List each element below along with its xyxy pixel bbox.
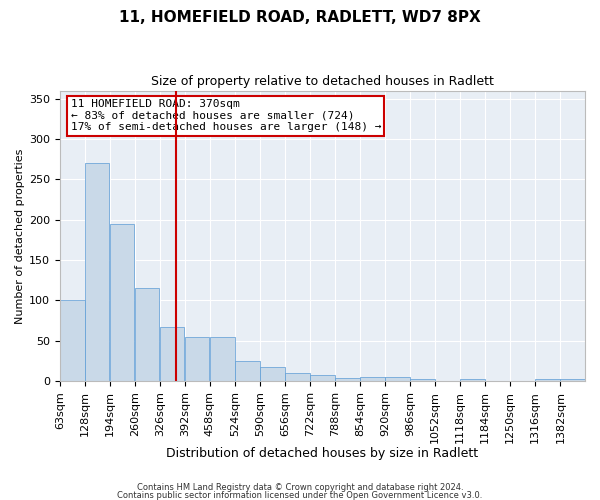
- Bar: [235, 361, 260, 381]
- Bar: [335, 378, 359, 381]
- Bar: [60, 300, 85, 381]
- Bar: [85, 163, 109, 381]
- Bar: [260, 368, 284, 381]
- Bar: [160, 327, 184, 381]
- Text: 11, HOMEFIELD ROAD, RADLETT, WD7 8PX: 11, HOMEFIELD ROAD, RADLETT, WD7 8PX: [119, 10, 481, 25]
- Bar: [360, 377, 385, 381]
- Bar: [135, 288, 160, 381]
- Text: Contains public sector information licensed under the Open Government Licence v3: Contains public sector information licen…: [118, 491, 482, 500]
- Bar: [560, 378, 585, 381]
- Bar: [285, 373, 310, 381]
- Text: Contains HM Land Registry data © Crown copyright and database right 2024.: Contains HM Land Registry data © Crown c…: [137, 484, 463, 492]
- Bar: [185, 336, 209, 381]
- Bar: [385, 377, 410, 381]
- Bar: [310, 376, 335, 381]
- Y-axis label: Number of detached properties: Number of detached properties: [15, 148, 25, 324]
- Bar: [535, 378, 560, 381]
- Bar: [110, 224, 134, 381]
- Bar: [460, 378, 485, 381]
- Text: 11 HOMEFIELD ROAD: 370sqm
← 83% of detached houses are smaller (724)
17% of semi: 11 HOMEFIELD ROAD: 370sqm ← 83% of detac…: [71, 100, 381, 132]
- X-axis label: Distribution of detached houses by size in Radlett: Distribution of detached houses by size …: [166, 447, 479, 460]
- Bar: [410, 378, 435, 381]
- Title: Size of property relative to detached houses in Radlett: Size of property relative to detached ho…: [151, 75, 494, 88]
- Bar: [210, 336, 235, 381]
